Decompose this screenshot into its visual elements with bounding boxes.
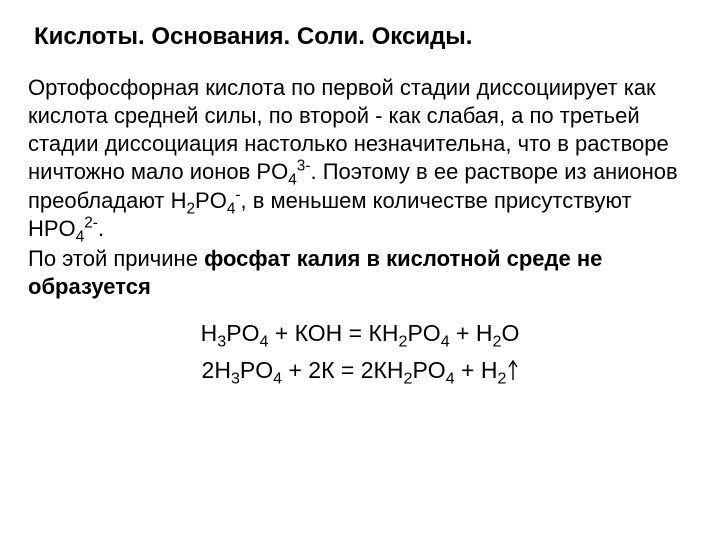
eq-term: PO [240,357,273,383]
text-run: . [98,216,104,241]
slide-title: Кислоты. Основания. Соли. Оксиды. [34,22,692,52]
gas-arrow-icon [508,354,518,391]
eq-term: PO [412,357,445,383]
subscript: 2 [186,200,195,217]
superscript: 3- [297,158,311,175]
subscript: 3 [217,333,226,351]
text-run: PO [195,188,227,213]
eq-term: 2H [202,357,231,383]
equation-block: H3PO4 + КОН = КН2PO4 + H2O 2H3PO4 + 2К =… [28,315,692,391]
subscript: 4 [441,333,450,351]
subscript: 4 [446,370,455,388]
eq-term: PO [226,320,259,346]
subscript: 4 [76,228,85,245]
body-paragraph-emphasis: По этой причине фосфат калия в кислотной… [28,245,692,301]
eq-term: + КОН = КН [268,320,398,346]
eq-term: O [501,320,519,346]
eq-term: + H [455,357,498,383]
eq-term: + H [450,320,493,346]
subscript: 3 [231,370,240,388]
text-run: По этой причине [28,246,204,271]
subscript: 4 [288,172,297,189]
eq-term: H [201,320,218,346]
equation-2: 2H3PO4 + 2К = 2КН2PO4 + H2 [28,352,692,391]
equation-1: H3PO4 + КОН = КН2PO4 + H2O [28,315,692,352]
body-paragraph: Ортофосфорная кислота по первой стадии д… [28,74,692,243]
subscript: 2 [497,370,506,388]
subscript: 4 [273,370,282,388]
superscript: 2- [84,214,98,231]
eq-term: PO [407,320,440,346]
eq-term: + 2К = 2КН [282,357,403,383]
slide-page: Кислоты. Основания. Соли. Оксиды. Ортофо… [0,0,720,540]
